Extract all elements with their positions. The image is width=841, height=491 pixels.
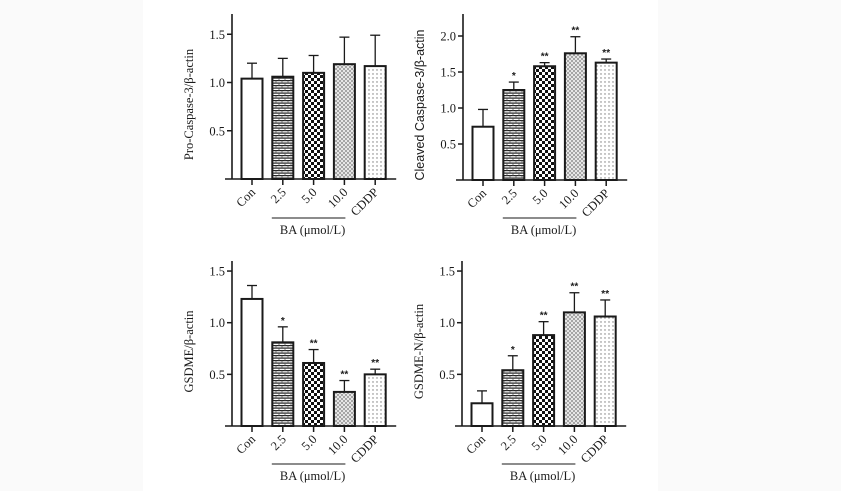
y-tick-label: 1.5 <box>440 66 456 80</box>
y-tick-label: 1.0 <box>209 76 225 90</box>
bar-2-5 <box>271 75 295 180</box>
y-tick-label: 0.5 <box>209 124 225 138</box>
significance-marker: * <box>281 316 285 327</box>
y-axis-label: Pro-Caspase-3/β-actin <box>182 48 196 160</box>
significance-marker: ** <box>572 26 580 37</box>
y-tick-label: 2.0 <box>440 30 456 44</box>
y-tick-label: 1.0 <box>439 316 455 330</box>
significance-marker: ** <box>371 358 379 369</box>
bar-10-0 <box>332 63 356 180</box>
bar-cddp <box>594 61 618 181</box>
y-tick-label: 1.5 <box>209 265 225 279</box>
bar-con <box>470 402 494 427</box>
bar-10-0 <box>332 390 356 428</box>
y-tick-label: 1.0 <box>209 316 225 330</box>
bar-10-0 <box>562 311 586 427</box>
bar-chart-grid: Con 2.5 5.0 10.0CDDP0.51.01.5Pro-Caspase-3/… <box>182 14 628 483</box>
bar-cddp <box>363 373 387 428</box>
significance-marker: * <box>511 345 515 356</box>
x-tick-label: CDDP <box>348 432 382 466</box>
x-tick-label: 5.0 <box>299 185 320 206</box>
group-label: BA (μmol/L) <box>280 469 345 483</box>
y-axis-label: GSDME-N/β-actin <box>412 303 426 399</box>
x-tick-label: Con <box>233 185 258 210</box>
bar-cddp <box>593 315 617 428</box>
group-label: BA (μmol/L) <box>510 469 575 483</box>
y-axis-label: GSDME/β-actin <box>182 310 196 393</box>
chart-panel-2: Con * 2.5 ** 5.0 ** 10.0 ** CDDP 0.5 1.0 1.5 2.0 Clea… <box>413 14 628 237</box>
chart-panel-4: Con * 2.5 ** 5.0 ** 10.0 ** CDDP 0.5 1.0 1.5 GSDME-N… <box>412 261 627 483</box>
y-tick-label: 1.5 <box>209 28 225 42</box>
x-tick-label: CDDP <box>348 185 382 219</box>
significance-marker: ** <box>540 311 548 322</box>
significance-marker: ** <box>601 289 609 300</box>
x-tick-label: 10.0 <box>325 432 350 457</box>
y-tick-label: 1.0 <box>440 102 456 116</box>
figure-panel: Con 2.5 5.0 10.0 CDDP 0.5 1.0 1.5 Pro-Caspase-3/… <box>143 0 658 491</box>
x-tick-label: Con <box>463 432 488 457</box>
x-tick-label: 5.0 <box>530 186 551 207</box>
significance-marker: ** <box>571 282 579 293</box>
y-tick-label: 1.5 <box>439 265 455 279</box>
significance-marker: ** <box>602 48 610 59</box>
bar-2-5 <box>501 369 525 427</box>
x-tick-label: Con <box>464 186 489 211</box>
y-axis-label: Cleaved Caspase-3/β-actin <box>413 29 427 180</box>
bar-con <box>240 297 264 428</box>
x-tick-label: 5.0 <box>299 432 320 453</box>
group-label: BA (μmol/L) <box>511 223 576 237</box>
significance-marker: * <box>512 71 516 82</box>
y-tick-label: 0.5 <box>439 368 455 382</box>
significance-marker: ** <box>341 370 349 381</box>
bar-con <box>240 77 264 180</box>
bar-5-0 <box>302 71 326 180</box>
bar-10-0 <box>563 52 587 181</box>
x-tick-label: Con <box>233 432 258 457</box>
bar-con <box>471 125 495 181</box>
y-tick-label: 0.5 <box>209 368 225 382</box>
x-tick-label: 5.0 <box>529 432 550 453</box>
x-tick-label: 2.5 <box>268 185 289 206</box>
chart-panel-3: Con * 2.5 ** 5.0 ** 10.0 ** CDDP 0.5 1.0 1.5 GSDME/β… <box>182 261 397 483</box>
group-label: BA (μmol/L) <box>280 223 345 237</box>
x-tick-label: CDDP <box>579 186 613 220</box>
bar-2-5 <box>271 341 295 427</box>
x-tick-label: 2.5 <box>498 432 519 453</box>
x-tick-label: 10.0 <box>325 185 350 210</box>
bar-5-0 <box>532 334 556 428</box>
x-tick-label: CDDP <box>578 432 612 466</box>
y-tick-label: 0.5 <box>440 138 456 152</box>
x-tick-label: 10.0 <box>556 186 581 211</box>
bar-2-5 <box>502 89 526 181</box>
bar-5-0 <box>302 361 326 427</box>
x-tick-label: 2.5 <box>268 432 289 453</box>
bar-5-0 <box>533 65 557 181</box>
significance-marker: ** <box>541 52 549 63</box>
x-tick-label: 2.5 <box>499 186 520 207</box>
bar-cddp <box>363 65 387 180</box>
significance-marker: ** <box>310 339 318 350</box>
x-tick-label: 10.0 <box>555 432 580 457</box>
